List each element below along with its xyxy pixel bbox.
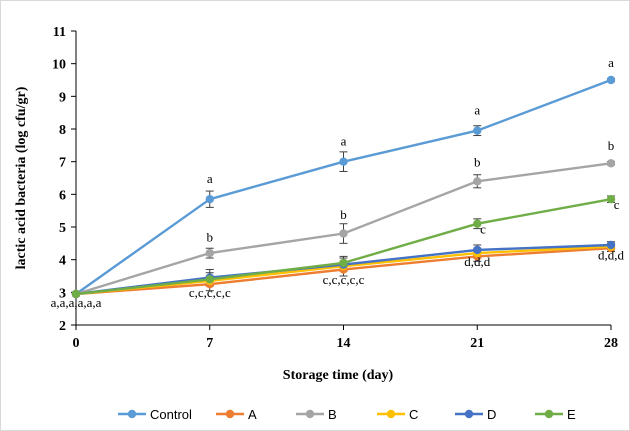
data-point-e [339, 258, 348, 268]
data-point-b [473, 177, 482, 186]
legend-swatch-marker-e [544, 409, 554, 419]
annotation-label: d,d,d [464, 254, 491, 269]
x-tick-label: 0 [73, 336, 80, 351]
annotation-label: a [341, 133, 347, 148]
legend-label-d: D [487, 407, 496, 422]
data-point-b [606, 159, 616, 168]
data-point-e [71, 289, 81, 299]
legend: Control A B C D E [118, 407, 576, 422]
y-tick-label: 10 [52, 58, 66, 73]
legend-swatch-marker-control [127, 409, 137, 419]
data-point-control [205, 195, 214, 204]
data-point-control [339, 157, 348, 166]
data-point-d [473, 245, 482, 255]
significance-annotations: a,a,a,a,a,a a b c,c,c,c,c a b c,c,c,c,c a b c d,d,… [51, 55, 625, 310]
annotation-label: a [608, 55, 614, 70]
annotation-label: b [608, 138, 615, 153]
annotation-label: c [614, 197, 620, 212]
x-tick-label: 14 [337, 336, 351, 351]
annotation-label: c,c,c,c,c [189, 285, 231, 300]
legend-swatch-marker-a [225, 409, 235, 419]
data-point-control [473, 126, 482, 135]
data-point-e [473, 219, 482, 228]
y-tick-label: 5 [59, 221, 66, 236]
data-point-b [205, 248, 214, 258]
legend-swatch-marker-c [386, 409, 396, 419]
y-tick-label: 2 [59, 319, 66, 334]
legend-swatch-marker-d [464, 409, 474, 419]
series-points [71, 75, 616, 299]
annotation-label: a,a,a,a,a,a [51, 295, 102, 310]
annotation-label: c [480, 222, 486, 237]
data-point-e [205, 275, 214, 284]
y-tick-label: 7 [59, 156, 66, 171]
data-point-e [606, 195, 616, 204]
data-point-b [339, 229, 348, 238]
x-tick-label: 28 [604, 336, 618, 351]
annotation-label: a [474, 102, 480, 117]
y-axis-title: lactic acid bacteria (log cfu/gr) [14, 86, 29, 269]
y-tick-label: 11 [53, 25, 66, 40]
y-tick-label: 6 [59, 188, 66, 203]
annotation-label: b [207, 230, 214, 245]
x-axis-title: Storage time (day) [283, 368, 394, 383]
annotation-label: b [340, 207, 347, 222]
legend-label-e: E [567, 407, 576, 422]
y-tick-label: 3 [59, 286, 66, 301]
legend-swatch-marker-b [305, 409, 315, 419]
x-tick-label: 21 [470, 336, 484, 351]
x-tick-label: 7 [206, 336, 213, 351]
legend-label-a: A [248, 407, 257, 422]
y-tick-label: 4 [59, 254, 66, 269]
annotation-label: c,c,c,c,c [323, 272, 365, 287]
annotation-label: b [474, 155, 481, 170]
legend-label-control: Control [150, 407, 192, 422]
y-tick-label: 8 [59, 123, 66, 138]
axes: 2 3 4 5 6 7 8 9 10 11 0 7 14 21 28 [52, 25, 618, 351]
data-point-control [606, 75, 616, 85]
annotation-label: a [207, 171, 213, 186]
legend-label-c: C [409, 407, 418, 422]
legend-label-b: B [328, 407, 337, 422]
y-tick-label: 9 [59, 90, 66, 105]
data-point-d [606, 240, 616, 250]
annotation-label: d,d,d [598, 248, 625, 263]
